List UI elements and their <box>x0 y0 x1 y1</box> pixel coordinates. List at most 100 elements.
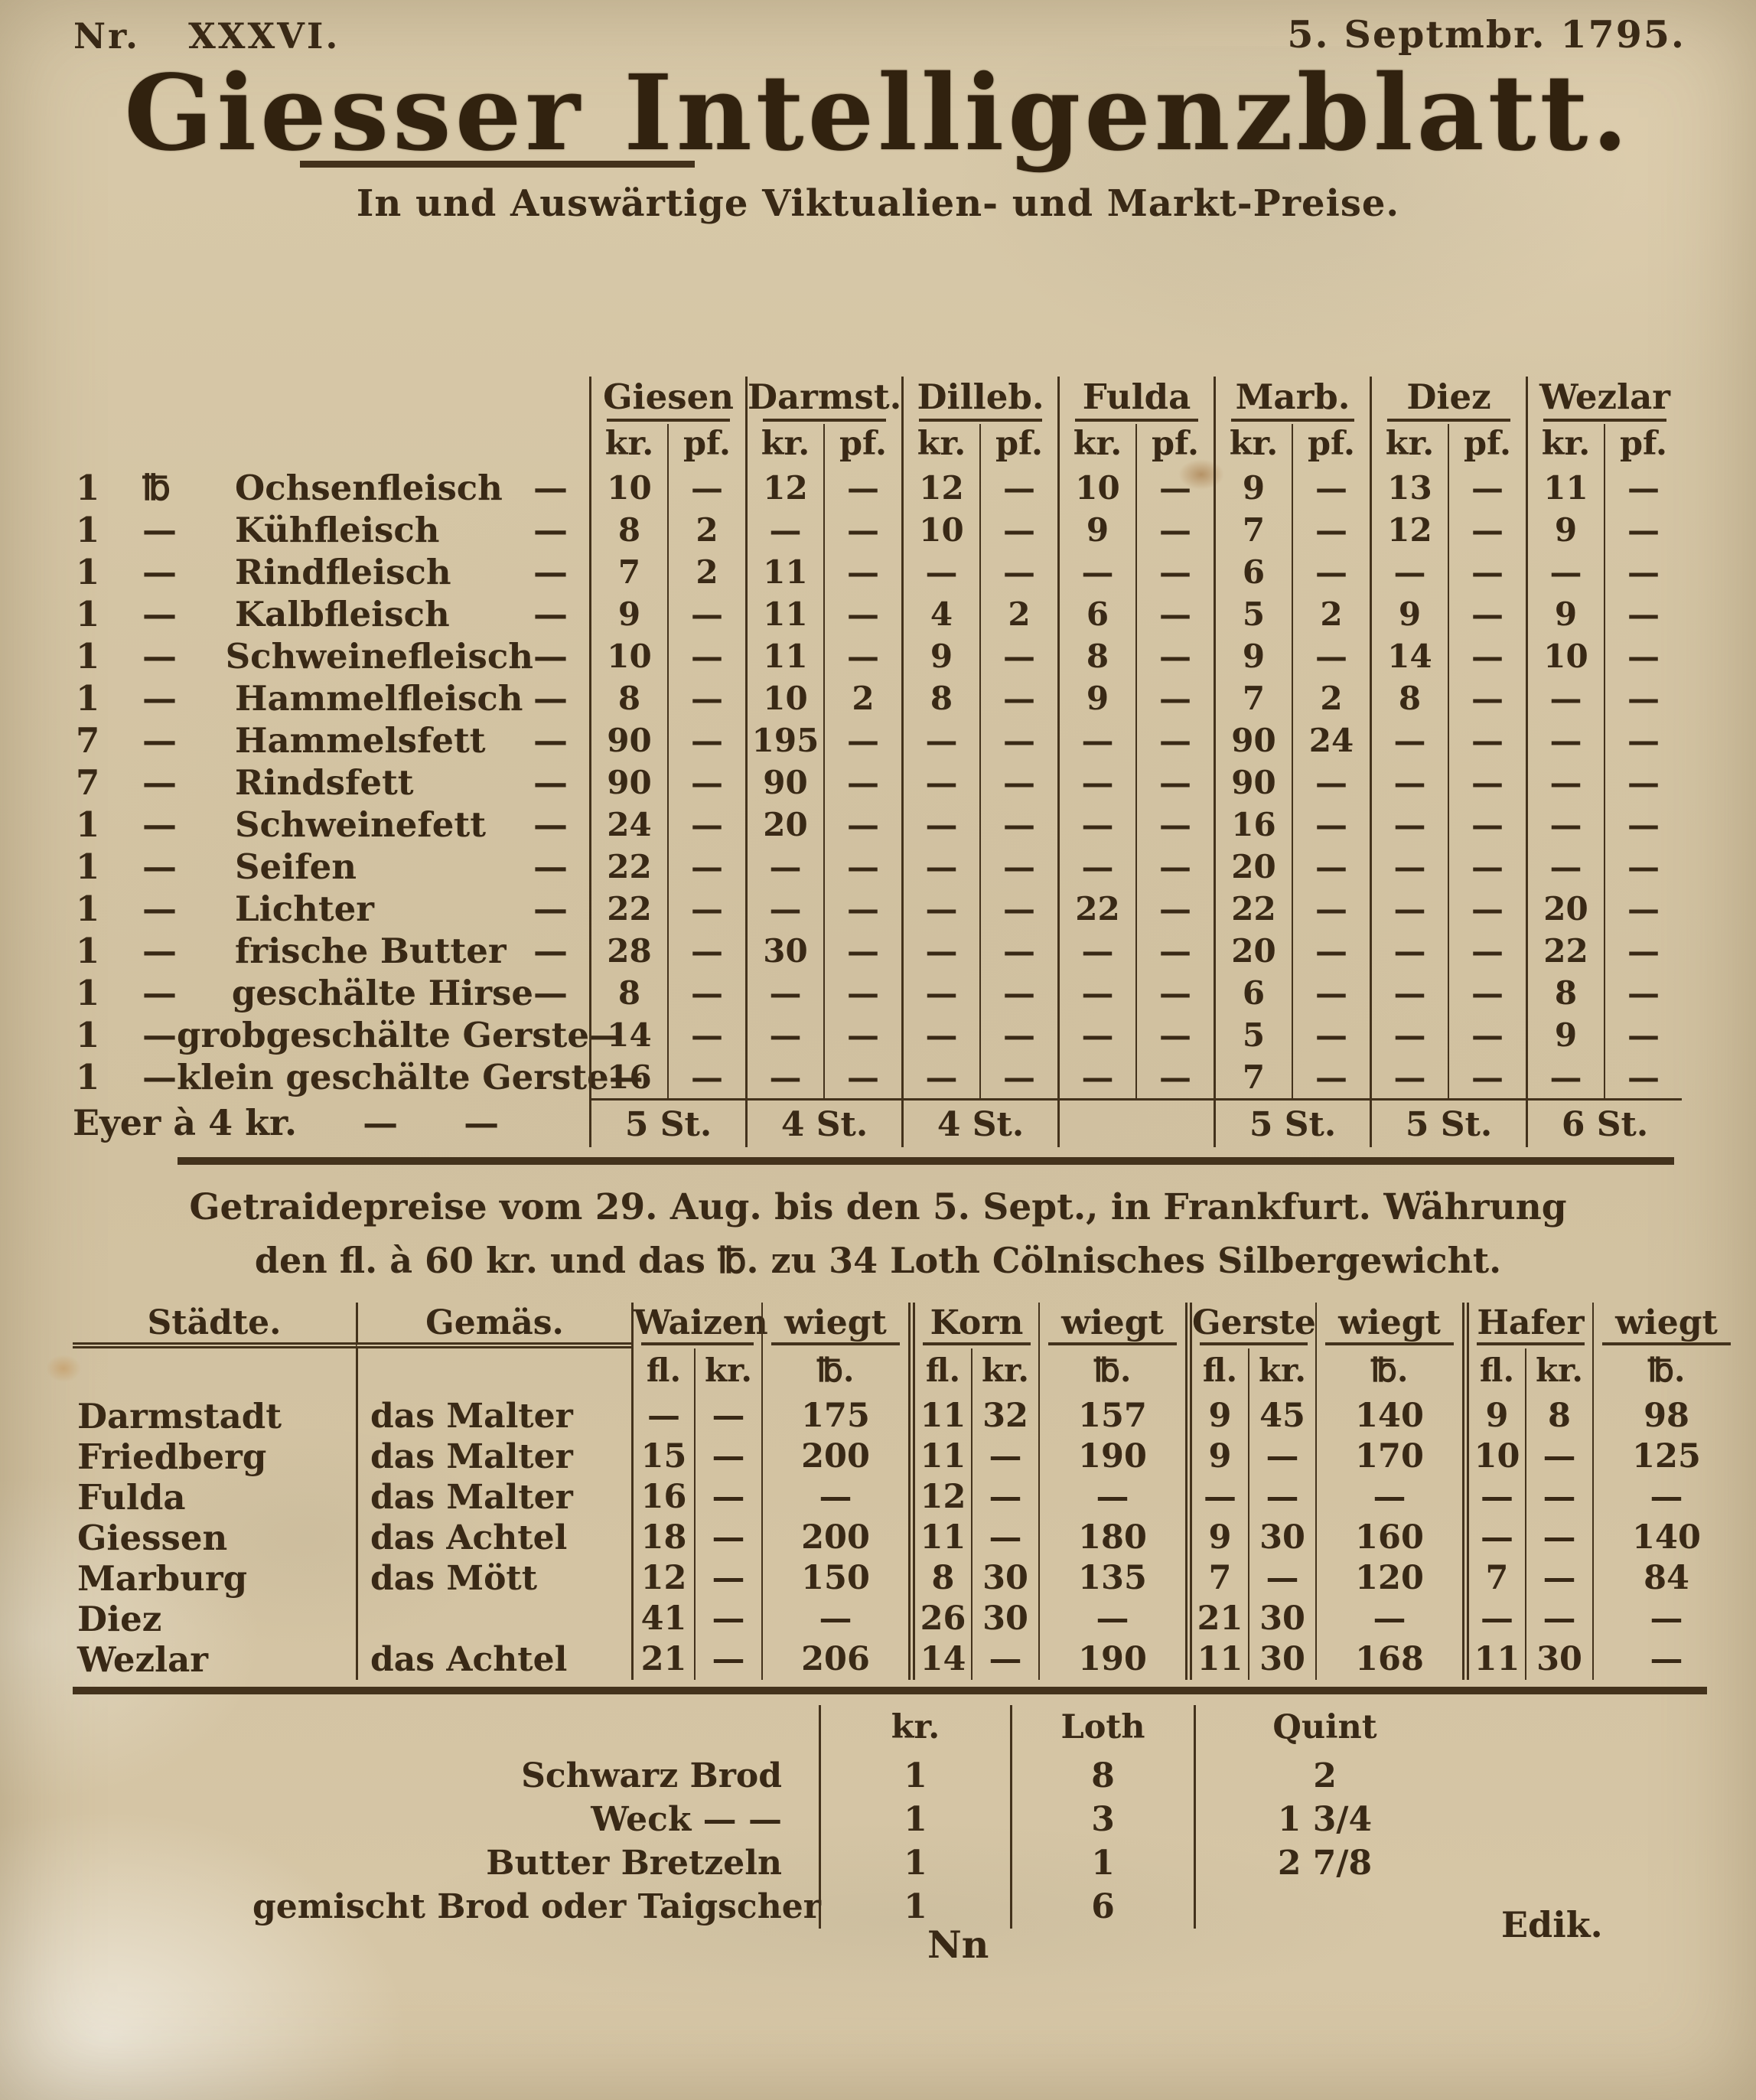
price-cell: — <box>1370 930 1448 972</box>
price-cell: 7 <box>1214 677 1292 719</box>
price-cell: — <box>1292 846 1370 888</box>
price-cell: — <box>979 677 1057 719</box>
unit-header: pf. <box>1604 424 1682 467</box>
grain-value-cell: — <box>631 1396 694 1436</box>
bread-loth-cell: 6 <box>1010 1885 1194 1929</box>
grain-value-cell: — <box>1525 1477 1592 1518</box>
grain-value-cell: 21 <box>631 1639 694 1680</box>
city-header: Fulda <box>1057 377 1214 424</box>
grain-value-cell: 9 <box>1462 1396 1525 1436</box>
price-cell: — <box>745 1056 823 1098</box>
grain-value-cell: 11 <box>1462 1639 1525 1680</box>
price-cell: — <box>745 972 823 1014</box>
price-cell: — <box>1370 719 1448 761</box>
price-cell: — <box>1604 1014 1682 1056</box>
price-cell: 90 <box>1214 761 1292 804</box>
price-cell: — <box>1135 972 1214 1014</box>
grain-value-cell: 160 <box>1315 1518 1462 1558</box>
eggs-count-cell: 4 St. <box>745 1098 901 1147</box>
grain-city: Friedberg <box>77 1436 267 1477</box>
bread-kr-cell: 1 <box>819 1798 1010 1841</box>
row-trailing-dash: — <box>608 1057 643 1097</box>
pound-subheader: ℔. <box>1592 1348 1739 1396</box>
price-cell: — <box>1604 804 1682 846</box>
eggs-dash: — <box>363 1102 399 1143</box>
fl-subheader: fl. <box>908 1348 971 1396</box>
grain-value-cell: — <box>1525 1599 1592 1639</box>
page-title: Giesser Intelligenzblatt. <box>124 52 1632 174</box>
price-cell: — <box>979 1056 1057 1098</box>
price-cell: — <box>1526 846 1604 888</box>
price-cell: 5 <box>1214 1014 1292 1056</box>
grain-value-cell: 30 <box>1248 1639 1315 1680</box>
price-cell: — <box>745 888 823 930</box>
grain-value-cell: 190 <box>1038 1639 1185 1680</box>
city-header: Diez <box>1370 377 1526 424</box>
row-item-name: Hammelfleisch <box>235 678 523 719</box>
price-cell: — <box>901 846 979 888</box>
eggs-row-label: Eyer à 4 kr. — — <box>73 1098 589 1147</box>
price-cell: — <box>1135 719 1214 761</box>
price-cell: — <box>1057 1056 1135 1098</box>
price-cell: — <box>1604 509 1682 551</box>
row-label: 1 — Hammelfleisch — <box>73 677 589 719</box>
grain-value-cell: 98 <box>1592 1396 1739 1436</box>
city-header: Darmst. <box>745 377 901 424</box>
price-cell: — <box>1135 593 1214 635</box>
price-cell: — <box>1448 972 1526 1014</box>
price-cell: — <box>667 467 745 509</box>
bread-item-label: Butter Bretzeln <box>486 1844 782 1883</box>
grain-value-cell: 140 <box>1592 1518 1739 1558</box>
price-cell: 9 <box>1214 635 1292 677</box>
price-cell: — <box>979 1014 1057 1056</box>
price-cell: — <box>1370 1014 1448 1056</box>
price-cell: — <box>1526 551 1604 593</box>
grain-value-cell: — <box>1462 1599 1525 1639</box>
price-cell: — <box>823 846 901 888</box>
price-cell: — <box>979 930 1057 972</box>
price-cell: — <box>1292 761 1370 804</box>
row-label: 1 — Seifen — <box>73 846 589 888</box>
row-item-name: Ochsenfleisch <box>235 468 503 508</box>
grain-value-cell: — <box>1038 1477 1185 1518</box>
eggs-label: Eyer à 4 kr. <box>73 1102 298 1143</box>
unit-header: kr. <box>1057 424 1135 467</box>
price-cell: 22 <box>1214 888 1292 930</box>
kr-subheader: kr. <box>1248 1348 1315 1396</box>
bread-kr-cell: 1 <box>819 1885 1010 1929</box>
price-cell: 2 <box>667 551 745 593</box>
unit-header: kr. <box>901 424 979 467</box>
price-cell: 90 <box>1214 719 1292 761</box>
bread-column-header: Loth <box>1010 1705 1194 1754</box>
bread-item-label: Weck — — <box>591 1800 782 1839</box>
row-quantity: 1 ℔ <box>76 468 171 508</box>
grain-header: Waizen <box>631 1303 768 1348</box>
row-item-name: Lichter <box>235 889 374 929</box>
price-cell: — <box>1448 677 1526 719</box>
price-cell: 22 <box>589 888 667 930</box>
bread-weight-table: kr. Loth Quint Schwarz Brod 1 8 2 Weck — —1 3 1 3… <box>252 1705 1454 1929</box>
grain-value-cell: 41 <box>631 1599 694 1639</box>
grain-value-cell: — <box>971 1639 1038 1680</box>
row-quantity: 1 — <box>76 1015 177 1055</box>
grain-value-cell: 157 <box>1038 1396 1185 1436</box>
price-cell: — <box>1292 888 1370 930</box>
bread-loth-cell: 1 <box>1010 1841 1194 1885</box>
price-cell: 9 <box>1057 509 1135 551</box>
price-cell: — <box>1135 509 1214 551</box>
grain-value-cell: 9 <box>1185 1436 1248 1477</box>
unit-header: pf. <box>1135 424 1214 467</box>
price-cell: — <box>979 804 1057 846</box>
price-cell: 14 <box>589 1014 667 1056</box>
price-cell: — <box>823 1056 901 1098</box>
row-quantity: 1 — <box>76 973 177 1013</box>
grain-city: Diez <box>77 1599 162 1639</box>
price-cell: — <box>667 846 745 888</box>
price-cell: 9 <box>1526 509 1604 551</box>
grain-city: Wezlar <box>77 1639 209 1680</box>
row-label: 7 — Rindsfett — <box>73 761 589 804</box>
city-header: Marb. <box>1214 377 1370 424</box>
price-cell: 7 <box>1214 1056 1292 1098</box>
row-quantity: 1 — <box>76 510 177 550</box>
price-cell: — <box>979 761 1057 804</box>
